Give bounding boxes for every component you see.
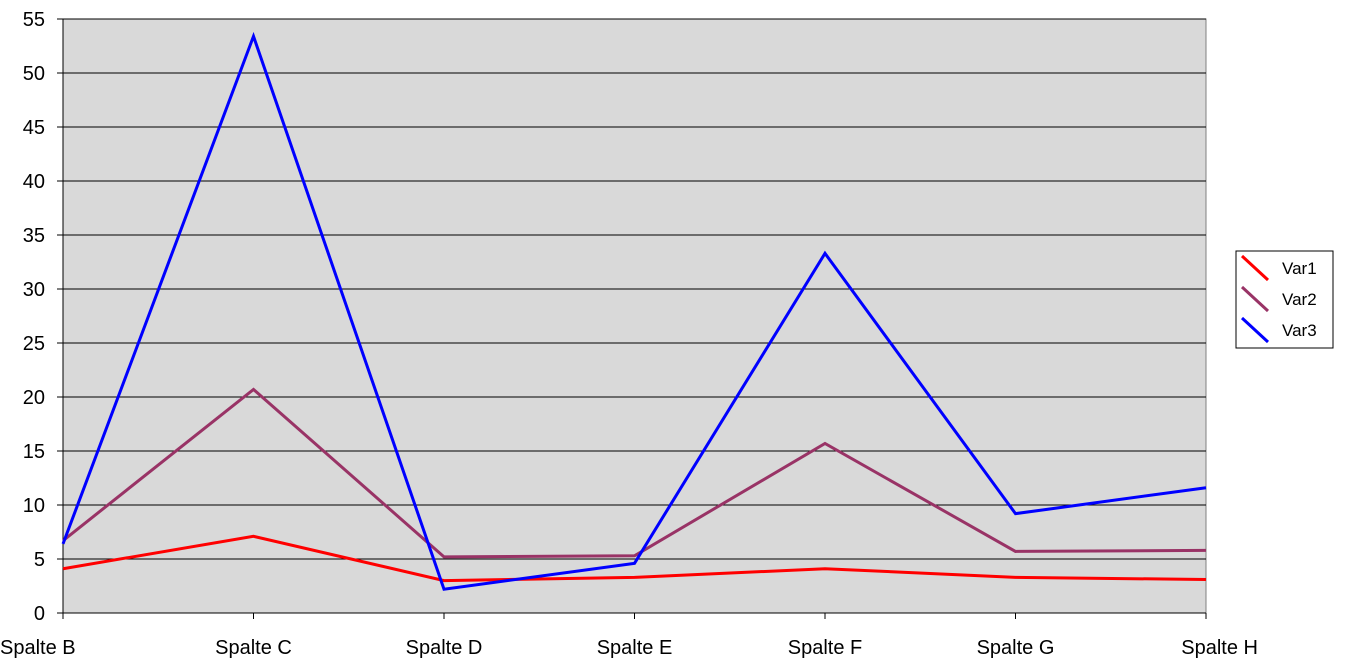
legend: Var1 Var2 Var3 (1235, 250, 1334, 349)
legend-label-var2: Var2 (1282, 290, 1317, 309)
series-line-var3 (61, 31, 1207, 591)
x-tick-label: Spalte H (1181, 637, 1258, 659)
y-tick-label: 40 (23, 171, 45, 193)
y-tick-label: 0 (34, 603, 45, 625)
legend-swatch-var2 (1240, 285, 1270, 313)
y-tick-label: 10 (23, 495, 45, 517)
x-tick-label: Spalte D (406, 637, 483, 659)
y-tick-label: 45 (23, 117, 45, 139)
y-tick-label: 55 (23, 9, 45, 31)
legend-swatch-var1 (1240, 254, 1270, 282)
gridlines (63, 18, 1206, 560)
plot-area (62, 18, 1207, 614)
x-tick-label: Spalte E (597, 637, 673, 659)
x-tick-label: Spalte B (0, 637, 76, 659)
x-axis-ticks: Spalte B Spalte C Spalte D Spalte E Spalte F… (0, 613, 1258, 659)
legend-box (1235, 250, 1334, 349)
series-lines (61, 31, 1207, 591)
y-tick-label: 20 (23, 387, 45, 409)
series-line-var1 (62, 534, 1207, 583)
legend-label-var1: Var1 (1282, 259, 1317, 278)
y-tick-label: 25 (23, 333, 45, 355)
y-tick-label: 50 (23, 63, 45, 85)
x-tick-label: Spalte F (788, 637, 862, 659)
y-axis-ticks: 0 5 10 15 20 25 30 35 40 45 50 55 (23, 9, 63, 625)
legend-swatch-var3 (1240, 316, 1270, 344)
series-line-var2 (62, 387, 1207, 559)
y-tick-label: 15 (23, 441, 45, 463)
x-tick-label: Spalte G (977, 637, 1055, 659)
y-tick-label: 35 (23, 225, 45, 247)
legend-label-var3: Var3 (1282, 321, 1317, 340)
y-tick-label: 30 (23, 279, 45, 301)
x-tick-label: Spalte C (215, 637, 292, 659)
y-tick-label: 5 (34, 549, 45, 571)
